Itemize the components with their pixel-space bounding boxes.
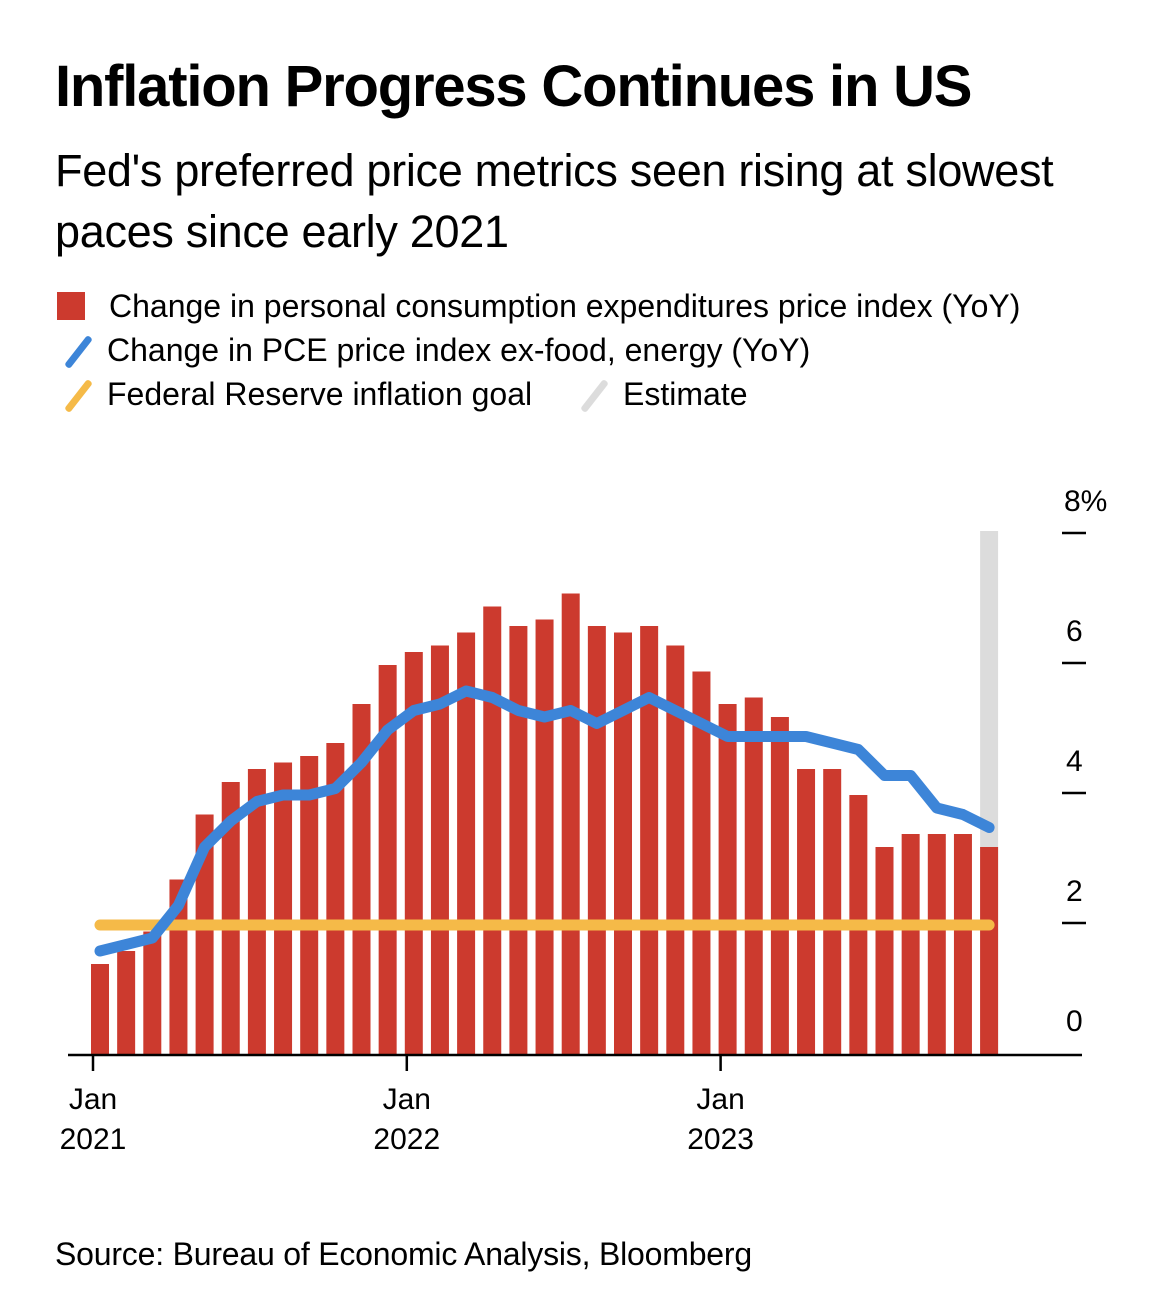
legend-item-pce: Change in personal consumption expenditu… [55,284,1135,328]
pce-bar [483,606,502,1055]
pce-bar [117,951,136,1055]
x-tick-label-year: 2023 [687,1123,754,1156]
pce-bar [927,834,946,1055]
pce-bar [718,704,737,1055]
legend-item-estimate: Estimate [571,372,747,416]
pce-bar [666,645,685,1055]
pce-bar [509,626,528,1055]
pce-bar [640,626,659,1055]
legend-label-core: Change in PCE price index ex-food, energ… [107,332,811,368]
chart-title: Inflation Progress Continues in US [55,54,972,119]
legend-item-goal: Federal Reserve inflation goal [55,372,532,416]
pce-bar [823,769,842,1055]
y-tick-label: 4 [1066,745,1083,778]
x-tick-label-year: 2022 [373,1123,440,1156]
core-pce-line [94,685,995,957]
chart-subtitle: Fed's preferred price metrics seen risin… [55,145,1054,257]
legend: Change in personal consumption expenditu… [55,284,1135,416]
legend-row-goal-estimate: Federal Reserve inflation goal Estimate [55,372,1135,416]
pce-bar [404,652,423,1055]
legend-item-core: Change in PCE price index ex-food, energ… [55,328,1135,372]
pce-bar [91,964,109,1055]
pce-bar [770,717,789,1055]
pce-bar [195,814,214,1055]
axes-group: 0 2 4 6 8% Jan 2021 Jan 2022 Jan 2023 [60,485,1108,1156]
pce-bar [430,645,449,1055]
legend-label-estimate: Estimate [623,376,748,412]
pce-bar [378,665,397,1055]
x-tick-label-year: 2021 [60,1123,127,1156]
pce-bar [274,762,293,1055]
pce-bar [980,847,999,1055]
pce-bar [457,632,476,1055]
x-tick-label-month: Jan [383,1083,431,1116]
pce-bar [326,743,345,1055]
legend-label-goal: Federal Reserve inflation goal [107,376,533,412]
pce-bar [744,697,763,1055]
pce-bar [535,619,554,1055]
pce-bar [614,632,632,1055]
pce-bar [221,782,240,1055]
source-note: Source: Bureau of Economic Analysis, Blo… [55,1236,752,1272]
y-tick-label: 8% [1064,485,1107,518]
pce-bar [953,834,972,1055]
pce-bar [143,931,162,1055]
y-tick-label: 2 [1066,875,1083,908]
legend-label-pce: Change in personal consumption expenditu… [109,288,1021,324]
x-tick-label-month: Jan [69,1083,117,1116]
y-tick-label: 6 [1066,615,1083,648]
pce-bar [561,593,580,1055]
bars-group [91,593,999,1055]
legend-square-icon [57,292,85,320]
pce-bar [352,704,371,1055]
pce-bar [797,769,816,1055]
pce-bar [300,756,319,1055]
pce-bar [875,847,894,1055]
pce-bar [901,834,920,1055]
x-tick-label-month: Jan [696,1083,744,1116]
y-tick-label: 0 [1066,1005,1083,1038]
pce-bar [692,671,711,1055]
pce-bar [247,769,266,1055]
pce-bar [587,626,606,1055]
core-line-group [94,685,995,957]
